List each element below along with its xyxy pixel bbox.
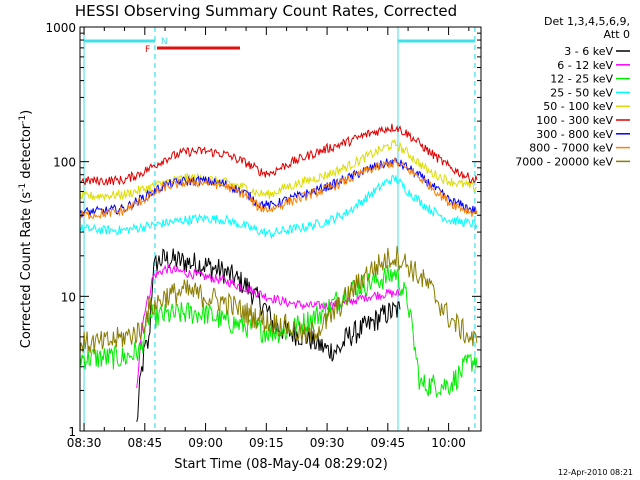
y-tick-label-0: 1 [68,425,76,439]
y-axis: 1 10 100 1000 [45,21,481,439]
series-line-6 [80,157,478,218]
plot-frame [79,26,482,432]
y-axis-title-sup2: -1 [18,115,28,124]
series-line-3 [80,174,478,240]
legend-label-6: 300 - 800 keV [536,128,613,141]
x-tick-label-5: 09:45 [371,436,406,450]
y-axis-title-sup1: -1 [18,183,28,192]
footer-date: 12-Apr-2010 08:21 [558,468,633,477]
plot-area [80,27,478,431]
flare-marker-label: F [145,45,150,55]
interval-markers: NF [84,37,475,55]
x-axis-title: Start Time (08-May-04 08:29:02) [174,457,388,472]
legend-label-3: 25 - 50 keV [550,86,613,99]
legend-label-4: 50 - 100 keV [543,100,613,113]
legend-label-2: 12 - 25 keV [550,73,613,86]
legend-label-1: 6 - 12 keV [557,59,613,72]
y-tick-label-3: 1000 [45,21,76,35]
detector-header-line1: Det 1,3,4,5,6,9, [544,15,630,28]
y-tick-label-2: 100 [53,156,76,170]
y-tick-label-1: 10 [61,290,76,304]
series-line-4 [80,138,477,202]
x-tick-label-2: 09:00 [188,436,223,450]
y-axis-title-mid: detector [19,123,34,183]
series-line-7 [80,156,478,220]
x-axis: 08:30 08:45 09:00 09:15 09:30 09:45 10:00 [67,27,470,450]
x-tick-label-3: 09:15 [249,436,284,450]
series-line-0 [136,248,401,422]
series-line-8 [80,245,478,355]
x-tick-label-0: 08:30 [67,436,102,450]
legend-label-7: 800 - 7000 keV [529,142,613,155]
x-tick-label-1: 08:45 [128,436,163,450]
legend-label-5: 100 - 300 keV [536,114,613,127]
series-line-1 [136,263,401,389]
y-axis-title-end: ) [19,110,34,115]
y-axis-title-main: Corrected Count Rate (s [19,192,34,349]
x-tick-label-4: 09:30 [310,436,345,450]
legend-label-8: 7000 - 20000 keV [515,155,613,168]
night-marker-label: N [161,37,168,47]
legend-label-0: 3 - 6 keV [564,45,613,58]
detector-header-line2: Att 0 [604,28,630,41]
chart-title: HESSI Observing Summary Count Rates, Cor… [75,2,457,20]
y-axis-title: Corrected Count Rate (s-1 detector-1) [18,110,34,348]
x-tick-label-6: 10:00 [431,436,466,450]
series-line-5 [80,123,478,186]
